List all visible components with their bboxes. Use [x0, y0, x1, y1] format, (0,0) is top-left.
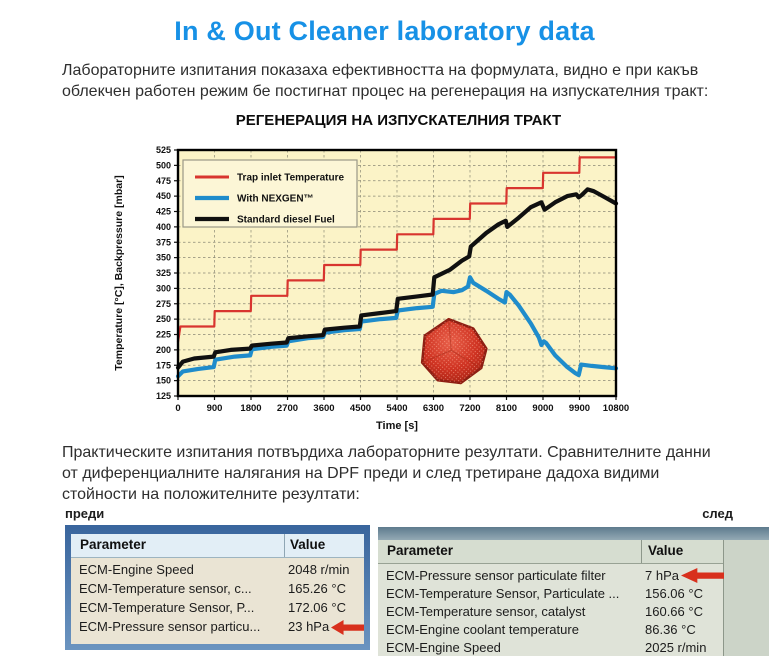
parameter-cell: ECM-Temperature Sensor, P... [79, 600, 255, 615]
parameter-cell: ECM-Pressure sensor particulate filter [386, 568, 606, 583]
header-parameter: Parameter [80, 537, 147, 552]
results-paragraph: Практическите изпитания потвърдиха лабор… [62, 444, 711, 503]
table-frame: Parameter Value ECM-Engine Speed 2048 r/m… [71, 534, 364, 644]
svg-text:3600: 3600 [313, 403, 334, 414]
scrollbar-strip [723, 540, 769, 656]
dpf-table-after: Parameter Value ECM-Pressure sensor part… [378, 527, 769, 656]
parameter-cell: ECM-Engine Speed [386, 640, 501, 655]
before-label: преди [65, 506, 105, 521]
parameter-cell: ECM-Pressure sensor particu... [79, 619, 261, 634]
table-row: ECM-Engine coolant temperature 86.36 °C [378, 621, 769, 639]
table-row: ECM-Temperature sensor, c... 165.26 °C [71, 580, 364, 599]
table-row: ECM-Pressure sensor particu... 23 hPa [71, 618, 364, 637]
svg-text:Trap inlet Temperature: Trap inlet Temperature [237, 173, 345, 184]
regeneration-chart: 125 150 175 200 225 250 275 300 325 350 375 400 425 4… [100, 140, 645, 440]
svg-text:5400: 5400 [386, 403, 407, 414]
parameter-cell: ECM-Temperature sensor, catalyst [386, 604, 586, 619]
svg-text:8100: 8100 [496, 403, 517, 414]
chart-title: РЕГЕНЕРАЦИЯ НА ИЗПУСКАТЕЛНИЯ ТРАКТ [235, 112, 562, 129]
table-header: Parameter Value [71, 534, 364, 558]
svg-text:500: 500 [156, 160, 171, 170]
svg-text:Time [s]: Time [s] [376, 420, 418, 432]
page-title: In & Out Cleaner laboratory data [174, 16, 595, 46]
svg-text:9900: 9900 [569, 403, 590, 414]
svg-text:375: 375 [156, 237, 171, 247]
svg-text:450: 450 [156, 191, 171, 201]
svg-text:250: 250 [156, 314, 171, 324]
parameter-cell: ECM-Engine coolant temperature [386, 622, 579, 637]
table-row: ECM-Temperature Sensor, Particulate ... 1… [378, 585, 769, 603]
table-row: ECM-Temperature Sensor, P... 172.06 °C [71, 599, 364, 618]
svg-text:325: 325 [156, 268, 171, 278]
svg-text:175: 175 [156, 360, 171, 370]
column-divider [641, 540, 642, 563]
svg-text:1800: 1800 [240, 403, 261, 414]
svg-text:10800: 10800 [603, 403, 629, 414]
svg-text:9000: 9000 [532, 403, 553, 414]
table-body: ECM-Pressure sensor particulate filter 7 … [378, 564, 769, 656]
column-divider [284, 534, 285, 557]
svg-text:2700: 2700 [277, 403, 298, 414]
table-body: ECM-Engine Speed 2048 r/min ECM-Temperatur… [71, 558, 364, 637]
parameter-cell: ECM-Temperature sensor, c... [79, 581, 252, 596]
table-header: Parameter Value [378, 540, 769, 564]
header-value: Value [648, 543, 684, 558]
highlight-arrow-icon [331, 620, 364, 635]
svg-text:475: 475 [156, 176, 171, 186]
svg-text:6300: 6300 [423, 403, 444, 414]
svg-text:With NEXGEN™: With NEXGEN™ [237, 194, 314, 205]
svg-text:225: 225 [156, 330, 171, 340]
header-parameter: Parameter [387, 543, 454, 558]
svg-text:7200: 7200 [459, 403, 480, 414]
after-label: след [702, 506, 733, 521]
svg-text:425: 425 [156, 207, 171, 217]
svg-text:125: 125 [156, 391, 171, 401]
parameter-cell: ECM-Temperature Sensor, Particulate ... [386, 586, 620, 601]
table-row: ECM-Engine Speed 2025 r/min [378, 639, 769, 656]
table-row: ECM-Temperature sensor, catalyst 160.66 °… [378, 603, 769, 621]
window-top-bar [378, 527, 769, 540]
highlight-arrow-icon [681, 568, 724, 583]
dpf-table-before: Parameter Value ECM-Engine Speed 2048 r/m… [65, 525, 370, 650]
parameter-cell: ECM-Engine Speed [79, 562, 194, 577]
svg-text:Temperature [°C], Backpressur: Temperature [°C], Backpressure [mbar] [113, 175, 125, 370]
value-cell: 7 hPa [645, 568, 679, 583]
svg-text:0: 0 [175, 403, 180, 414]
soot-particle-image [420, 317, 488, 385]
svg-text:150: 150 [156, 376, 171, 386]
svg-text:350: 350 [156, 253, 171, 263]
value-cell: 172.06 °C [288, 600, 346, 615]
value-cell: 156.06 °C [645, 586, 703, 601]
svg-text:275: 275 [156, 299, 171, 309]
value-cell: 2048 r/min [288, 562, 350, 577]
header-value: Value [290, 537, 326, 552]
svg-text:400: 400 [156, 222, 171, 232]
intro-paragraph: Лабораторните изпитания показаха ефектив… [62, 62, 709, 100]
value-cell: 2025 r/min [645, 640, 707, 655]
svg-text:300: 300 [156, 283, 171, 293]
svg-text:4500: 4500 [350, 403, 371, 414]
svg-text:525: 525 [156, 145, 171, 155]
table-row: ECM-Engine Speed 2048 r/min [71, 561, 364, 580]
svg-text:900: 900 [207, 403, 223, 414]
svg-text:Standard diesel Fuel: Standard diesel Fuel [237, 215, 335, 226]
table-row: ECM-Pressure sensor particulate filter 7 … [378, 567, 769, 585]
chart-canvas: 125 150 175 200 225 250 275 300 325 350 375 400 425 4… [113, 145, 629, 432]
value-cell: 165.26 °C [288, 581, 346, 596]
value-cell: 23 hPa [288, 619, 330, 634]
value-cell: 86.36 °C [645, 622, 696, 637]
value-cell: 160.66 °C [645, 604, 703, 619]
svg-text:200: 200 [156, 345, 171, 355]
